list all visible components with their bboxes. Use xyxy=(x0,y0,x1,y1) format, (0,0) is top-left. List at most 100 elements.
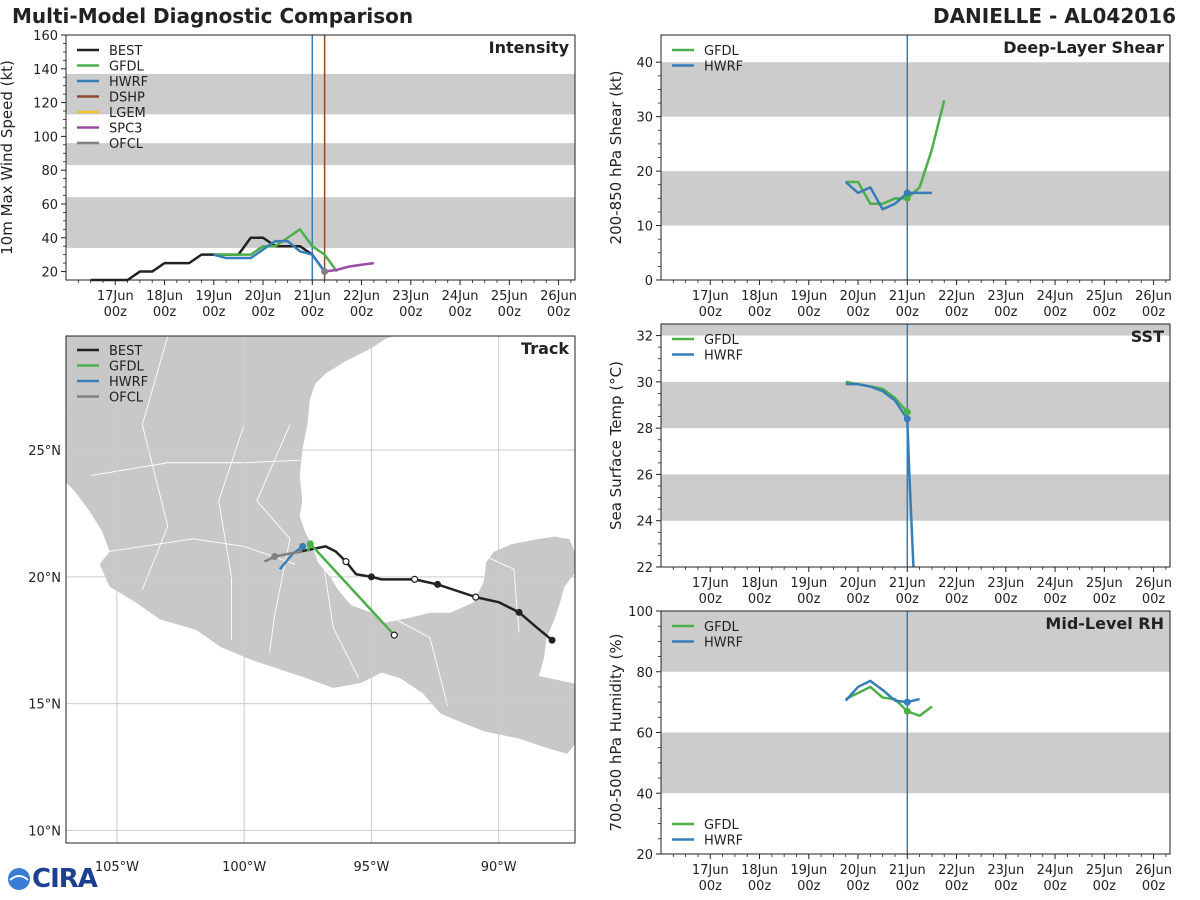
intensity-xtick-label-hour: 00z xyxy=(399,305,423,320)
intensity-xtick-label-day: 22Jun xyxy=(343,289,380,304)
rh-band-0 xyxy=(661,732,1170,794)
track-state-border xyxy=(256,424,291,653)
rh-xtick-label-hour: 00z xyxy=(945,879,969,894)
sst-xtick-label-day: 20Jun xyxy=(840,576,877,591)
sst-xtick-label-day: 25Jun xyxy=(1086,576,1123,591)
track-series-ofcl xyxy=(263,550,303,563)
sst-ytick-label: 28 xyxy=(636,422,653,437)
rh-legend-label-hwrf: HWRF xyxy=(704,834,743,849)
rh-xtick-label-hour: 00z xyxy=(1142,879,1166,894)
rh-legend-label-gfdl: GFDL xyxy=(704,818,740,833)
shear-frame xyxy=(660,34,1171,281)
intensity-ytick-label: 120 xyxy=(33,97,58,112)
track-lon-label: 90°W xyxy=(481,860,517,875)
intensity-xtick-label-hour: 00z xyxy=(547,305,571,320)
intensity-marker-ofcl xyxy=(321,268,329,276)
track-point-open-best xyxy=(411,575,419,583)
track-lon-label: 95°W xyxy=(353,860,389,875)
rh-xtick-label-day: 24Jun xyxy=(1037,863,1074,878)
shear-xtick-label-day: 18Jun xyxy=(741,289,778,304)
shear-series-hwrf xyxy=(844,181,932,211)
rh-xtick-label-hour: 00z xyxy=(896,879,920,894)
shear-xtick-label-hour: 00z xyxy=(699,305,723,320)
page-title: Multi-Model Diagnostic Comparison xyxy=(12,4,414,28)
shear-xtick-label-day: 21Jun xyxy=(889,289,926,304)
sst-band-0 xyxy=(661,474,1170,521)
cira-logo-icon xyxy=(8,868,30,890)
rh-legend-label-gfdl: GFDL xyxy=(704,620,740,635)
intensity-series-gfdl xyxy=(213,228,338,273)
intensity-band-0 xyxy=(66,197,575,248)
track-lat-label: 20°N xyxy=(28,571,61,586)
rh-ytick-label: 80 xyxy=(636,666,653,681)
rh-band-1 xyxy=(661,611,1170,672)
shear-band-0 xyxy=(661,171,1170,226)
sst-xtick-label-hour: 00z xyxy=(945,592,969,607)
shear-ylabel: 200-850 hPa Shear (kt) xyxy=(607,71,625,245)
sst-xtick-label-day: 19Jun xyxy=(790,576,827,591)
intensity-legend-label-spc3: SPC3 xyxy=(109,122,142,137)
intensity-legend-label-ofcl: OFCL xyxy=(109,137,144,152)
sst-xtick-label-hour: 00z xyxy=(1043,592,1067,607)
track-point-open-best xyxy=(342,558,350,566)
sst-marker-hwrf xyxy=(903,415,911,423)
rh-ytick-label: 40 xyxy=(636,787,653,802)
shear-series-gfdl xyxy=(845,100,946,206)
track-point-hwrf xyxy=(299,542,307,550)
shear-legend-label-gfdl: GFDL xyxy=(704,44,740,59)
rh-xtick-label-hour: 00z xyxy=(699,879,723,894)
sst-xtick-label-hour: 00z xyxy=(896,592,920,607)
sst-xtick-label-hour: 00z xyxy=(699,592,723,607)
shear-xtick-label-day: 26Jun xyxy=(1135,289,1172,304)
shear-xtick-label-hour: 00z xyxy=(1043,305,1067,320)
intensity-xtick-label-day: 26Jun xyxy=(540,289,577,304)
track-point-open-best xyxy=(472,593,480,601)
intensity-ytick-label: 100 xyxy=(33,130,58,145)
rh-xtick-label-hour: 00z xyxy=(748,879,772,894)
shear-marker-gfdl xyxy=(903,194,911,202)
track-legend-label-gfdl: GFDL xyxy=(109,360,145,375)
shear-xtick-label-hour: 00z xyxy=(1093,305,1117,320)
track-point-best xyxy=(434,580,442,588)
sst-xtick-label-day: 18Jun xyxy=(741,576,778,591)
rh-xtick-label-day: 21Jun xyxy=(889,863,926,878)
shear-ytick-label: 0 xyxy=(645,274,653,289)
intensity-xtick-label-day: 23Jun xyxy=(392,289,429,304)
shear-xtick-label-hour: 00z xyxy=(896,305,920,320)
rh-series-gfdl xyxy=(845,685,933,718)
rh-chart: 2040608010017Jun00z18Jun00z19Jun00z20Jun… xyxy=(607,605,1172,894)
sst-series-hwrf xyxy=(845,382,915,568)
rh-legend-label-hwrf: HWRF xyxy=(704,636,743,651)
rh-ylabel: 700-500 hPa Humidity (%) xyxy=(607,633,625,831)
sst-xtick-label-hour: 00z xyxy=(994,592,1018,607)
sst-ytick-label: 26 xyxy=(636,468,653,483)
intensity-chart: 2040608010012014016017Jun00z18Jun00z19Ju… xyxy=(0,29,577,320)
intensity-ytick-label: 40 xyxy=(41,232,58,247)
shear-xtick-label-hour: 00z xyxy=(748,305,772,320)
sst-marker-gfdl xyxy=(903,408,911,416)
intensity-series-hwrf xyxy=(213,239,326,273)
sst-legend-label-gfdl: GFDL xyxy=(704,333,740,348)
intensity-xtick-label-hour: 00z xyxy=(350,305,374,320)
intensity-xtick-label-hour: 00z xyxy=(153,305,177,320)
shear-ytick-label: 30 xyxy=(636,111,653,126)
intensity-series-best xyxy=(90,236,326,282)
shear-xtick-label-day: 17Jun xyxy=(692,289,729,304)
intensity-xtick-label-day: 21Jun xyxy=(294,289,331,304)
sst-xtick-label-day: 26Jun xyxy=(1135,576,1172,591)
intensity-ytick-label: 140 xyxy=(33,63,58,78)
intensity-band-1 xyxy=(66,143,575,166)
intensity-series-spc3 xyxy=(324,261,375,273)
rh-xtick-label-day: 25Jun xyxy=(1086,863,1123,878)
sst-band-2 xyxy=(661,324,1170,336)
intensity-legend-label-gfdl: GFDL xyxy=(109,60,145,75)
sst-band-1 xyxy=(661,381,1170,429)
storm-title: DANIELLE - AL042016 xyxy=(932,4,1176,28)
track-point-best xyxy=(367,573,375,581)
intensity-xtick-label-hour: 00z xyxy=(498,305,522,320)
track-start-marker xyxy=(390,631,398,639)
track-state-border xyxy=(91,459,301,476)
shear-xtick-label-hour: 00z xyxy=(994,305,1018,320)
track-point-ofcl xyxy=(271,553,279,561)
